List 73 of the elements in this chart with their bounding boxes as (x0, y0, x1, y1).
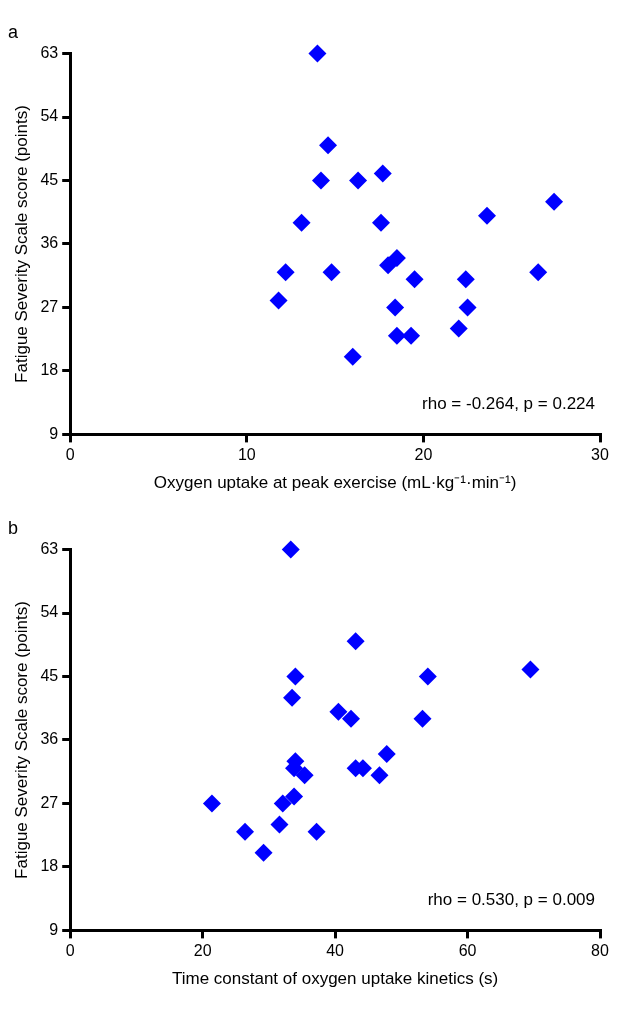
point (295, 766, 314, 785)
point (386, 298, 405, 317)
point (273, 794, 292, 813)
y-tick-label: 36 (40, 234, 59, 252)
point (341, 709, 360, 728)
point (276, 263, 295, 282)
point (413, 709, 432, 728)
y-tick-label: 18 (40, 361, 59, 379)
y-axis-title: Fatigue Severity Scale score (points) (11, 601, 31, 879)
x-tick-label: 40 (326, 942, 345, 960)
annotation: rho = -0.264, p = 0.224 (422, 393, 595, 413)
y-tick-label: 54 (40, 603, 59, 621)
point (283, 688, 302, 707)
point (286, 667, 305, 686)
point (449, 319, 468, 338)
point (529, 263, 548, 282)
x-tick-label: 30 (591, 446, 609, 464)
y-axis-title: Fatigue Severity Scale score (points) (11, 105, 31, 383)
point (236, 822, 255, 841)
y-tick-label: 18 (40, 857, 59, 875)
point (269, 291, 288, 310)
y-tick-label: 45 (40, 170, 59, 188)
point (349, 171, 368, 190)
point (311, 171, 330, 190)
point (545, 192, 564, 211)
y-tick-label: 36 (40, 730, 59, 748)
point (307, 822, 326, 841)
point (254, 843, 273, 862)
point (477, 206, 496, 225)
point (521, 660, 540, 679)
y-tick-label: 27 (40, 793, 59, 811)
point (370, 766, 389, 785)
chart-title: a (8, 21, 19, 42)
point (202, 794, 221, 813)
x-tick-label: 60 (458, 942, 477, 960)
point (402, 326, 421, 345)
point (270, 815, 289, 834)
point (418, 667, 437, 686)
y-tick-label: 63 (40, 44, 59, 62)
x-tick-label: 10 (237, 446, 256, 464)
y-tick-label: 9 (49, 424, 59, 442)
y-tick-label: 27 (40, 297, 59, 315)
y-tick-label: 45 (40, 666, 59, 684)
point (281, 540, 300, 559)
point (322, 263, 341, 282)
point (285, 787, 304, 806)
y-tick-label: 9 (49, 920, 59, 938)
point (319, 136, 338, 155)
point (405, 270, 424, 289)
point (346, 632, 365, 651)
x-axis-title: Oxygen uptake at peak exercise (mL·kg⁻¹·min⁻¹) (153, 473, 517, 493)
x-tick-label: 0 (65, 942, 75, 960)
y-tick-label: 63 (40, 540, 59, 558)
point (292, 213, 311, 232)
point (458, 298, 477, 317)
x-tick-label: 0 (65, 446, 75, 464)
point (456, 270, 475, 289)
point (387, 326, 406, 345)
x-axis-title: Time constant of oxygen uptake kinetics (s) (171, 969, 499, 989)
point (373, 164, 392, 183)
x-tick-label: 80 (591, 942, 609, 960)
point (387, 249, 406, 268)
point (379, 256, 398, 275)
chart-title: b (8, 517, 19, 538)
annotation: rho = 0.530, p = 0.009 (427, 889, 595, 909)
point (372, 213, 391, 232)
point (308, 44, 327, 63)
point (377, 745, 396, 764)
x-tick-label: 20 (193, 942, 212, 960)
x-tick-label: 20 (414, 446, 433, 464)
y-tick-label: 54 (40, 107, 59, 125)
point (343, 347, 362, 366)
point (329, 702, 348, 721)
